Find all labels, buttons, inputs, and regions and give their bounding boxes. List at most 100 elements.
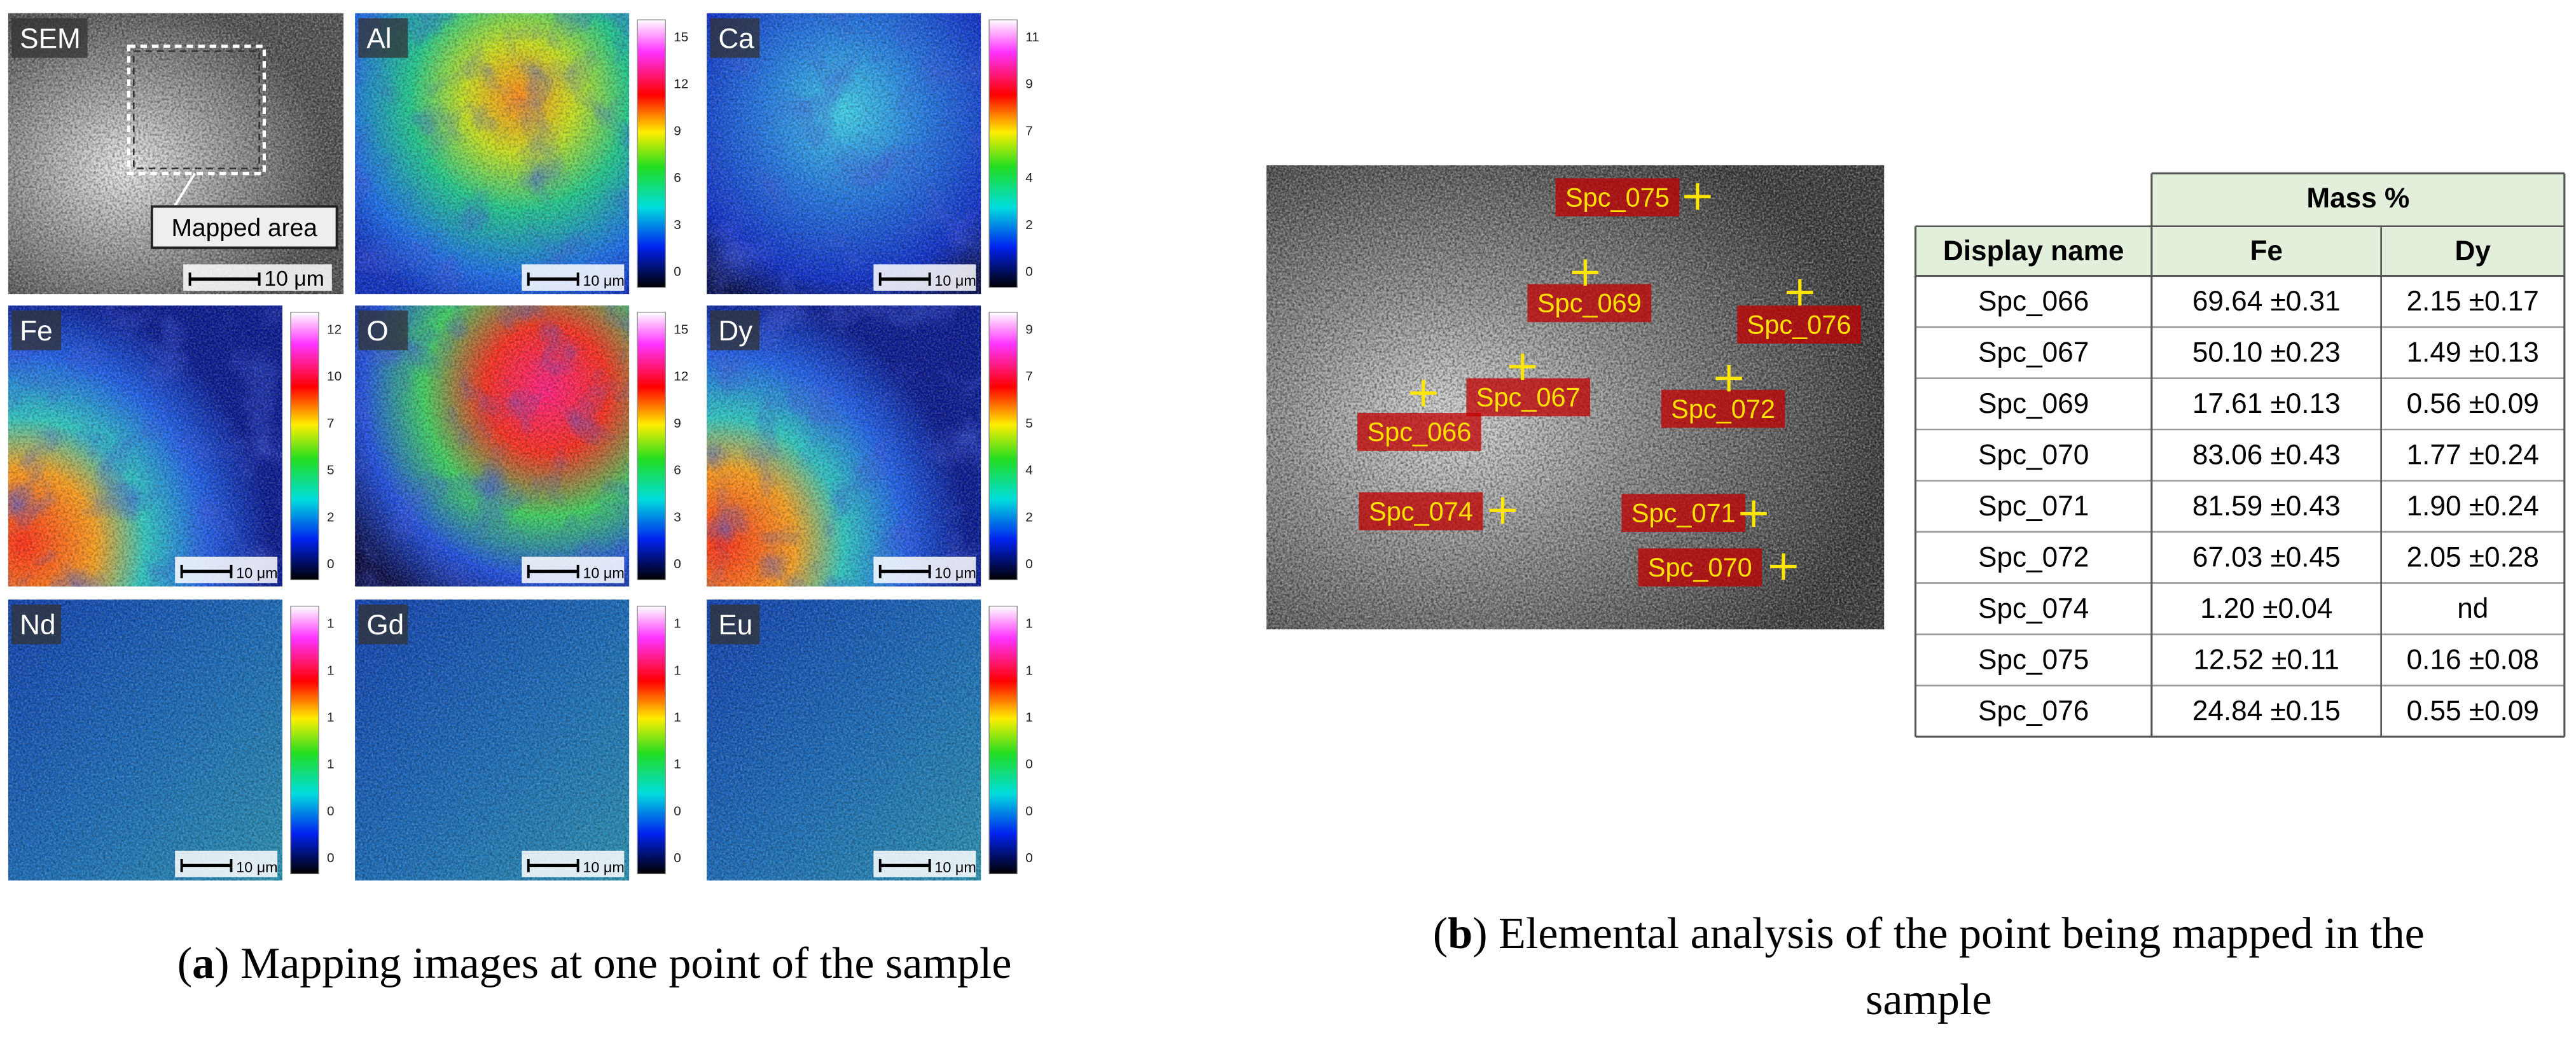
scale-bar-label: 10 μm: [583, 565, 624, 582]
table-cell: 50.10 ±0.23: [2192, 337, 2341, 368]
colorbar-tick-label: 0: [674, 265, 681, 279]
colorbar: [637, 312, 666, 580]
tile-label: O: [366, 316, 388, 347]
table-cell: 2.15 ±0.17: [2407, 286, 2539, 317]
map-noise-dark: [8, 599, 282, 881]
table-cell: Spc_067: [1978, 337, 2089, 368]
colorbar-tick-label: 12: [674, 369, 688, 384]
colorbar: [290, 606, 319, 875]
colorbar-tick-label: 1: [674, 617, 681, 631]
map-tile: Dy 10 μm 9 7 5 4 2 0: [707, 305, 1033, 587]
scale-bar-label: 10 μm: [583, 859, 624, 875]
label-box: [710, 18, 760, 58]
map-tile: Fe 10 μm 12 10 7 5 2 0: [8, 305, 342, 587]
analysis-point: Spc_076: [1737, 279, 1861, 344]
colorbar-tick-label: 1: [327, 710, 335, 725]
tile-label: Al: [366, 23, 391, 54]
colorbar-tick-label: 15: [674, 322, 688, 337]
colorbar-tick-label: 0: [327, 804, 335, 818]
caption-part: ) Elemental analysis of the point being …: [1472, 909, 2425, 958]
point-label: Spc_074: [1369, 496, 1473, 526]
colorbar-tick-label: 0: [1025, 851, 1033, 865]
point-label-box: [1638, 548, 1762, 587]
colorbar: [290, 312, 319, 580]
scale-bar-label: 10 μm: [934, 565, 976, 582]
analysis-point: Spc_070: [1638, 548, 1797, 587]
colorbar: [988, 312, 1018, 580]
tile-label: SEM: [20, 23, 81, 54]
table-cell: 12.52 ±0.11: [2193, 644, 2339, 675]
point-label-box: [1466, 378, 1591, 417]
label-box: [358, 310, 408, 351]
colorbar-tick-label: 0: [1025, 757, 1033, 772]
annotation-box: [150, 205, 338, 249]
colorbar-tick-label: 0: [327, 557, 335, 571]
colorbar-tick-label: 7: [1025, 369, 1033, 384]
table-cell: Spc_066: [1978, 286, 2089, 317]
colorbar-tick-label: 2: [1025, 510, 1033, 524]
colorbar-tick-label: 7: [327, 416, 335, 431]
analysis-point: Spc_069: [1527, 259, 1652, 323]
table-cell: Spc_075: [1978, 644, 2089, 675]
colorbar: [988, 19, 1018, 288]
map-noise-dark: [355, 13, 630, 295]
table-cell: 1.20 ±0.04: [2200, 593, 2332, 624]
tile-label: Dy: [718, 316, 752, 347]
scale-bar-label: 10 μm: [934, 272, 976, 289]
group-header: Mass %: [2306, 183, 2409, 214]
colorbar-tick-label: 3: [674, 218, 681, 232]
colorbar-tick-label: 0: [674, 804, 681, 818]
colorbar-tick-label: 9: [1025, 322, 1033, 337]
colorbar-tick-label: 9: [674, 123, 681, 138]
analysis-point: Spc_074: [1359, 492, 1516, 531]
point-label: Spc_069: [1537, 288, 1642, 318]
table-cell: 17.61 ±0.13: [2192, 388, 2341, 419]
point-label-box: [1737, 305, 1861, 344]
colorbar-tick-label: 11: [1025, 30, 1039, 45]
table-cell: 67.03 ±0.45: [2192, 541, 2341, 573]
annotation: Mapped area: [171, 214, 317, 242]
table-cell: Spc_070: [1978, 440, 2089, 471]
label-box: [710, 310, 760, 351]
colorbar-tick-label: 2: [327, 510, 335, 524]
table-cell: Spc_074: [1978, 593, 2089, 624]
header-bg: [1915, 226, 2152, 276]
scale-bar-label: 10 μm: [264, 267, 324, 291]
mapped-area-inner: [132, 50, 260, 170]
map-noise-dark: [8, 305, 282, 587]
map-tile: SEM 10 μm Mapped area: [8, 13, 343, 295]
point-label-box: [1359, 492, 1483, 531]
colorbar-tick-label: 1: [1025, 617, 1033, 631]
analysis-point: Spc_071: [1621, 494, 1767, 532]
caption: (b) Elemental analysis of the point bein…: [1433, 909, 2425, 958]
colorbar-tick-label: 0: [674, 851, 681, 865]
scale-bar-label: 10 μm: [583, 272, 624, 289]
colorbar-tick-label: 6: [674, 463, 681, 478]
colorbar-tick-label: 1: [1025, 710, 1033, 725]
caption: sample: [1866, 975, 1992, 1024]
map-tile: Eu 10 μm 1 1 1 0 0 0: [707, 599, 1033, 881]
mapped-area-outline: [127, 45, 266, 176]
colorbar-tick-label: 5: [327, 463, 335, 478]
label-box: [11, 310, 62, 351]
colorbar-tick-label: 3: [674, 510, 681, 524]
scale-bar-label: 10 μm: [236, 859, 277, 875]
analysis-point: Spc_067: [1466, 353, 1591, 417]
colorbar-tick-label: 1: [327, 663, 335, 678]
colorbar: [637, 19, 666, 288]
colorbar-tick-label: 1: [1025, 663, 1033, 678]
label-box: [11, 18, 88, 58]
map-noise-dark: [707, 305, 981, 587]
colorbar-tick-label: 5: [1025, 416, 1033, 431]
annotation-leader: [172, 172, 197, 209]
colorbar-tick-label: 10: [327, 369, 342, 384]
label-box: [710, 604, 760, 645]
table-cell: 69.64 ±0.31: [2192, 286, 2341, 317]
colorbar-tick-label: 0: [1025, 265, 1033, 279]
colorbar-tick-label: 9: [1025, 77, 1033, 92]
colorbar: [637, 606, 666, 875]
colorbar: [988, 606, 1018, 875]
point-label: Spc_076: [1747, 309, 1852, 339]
